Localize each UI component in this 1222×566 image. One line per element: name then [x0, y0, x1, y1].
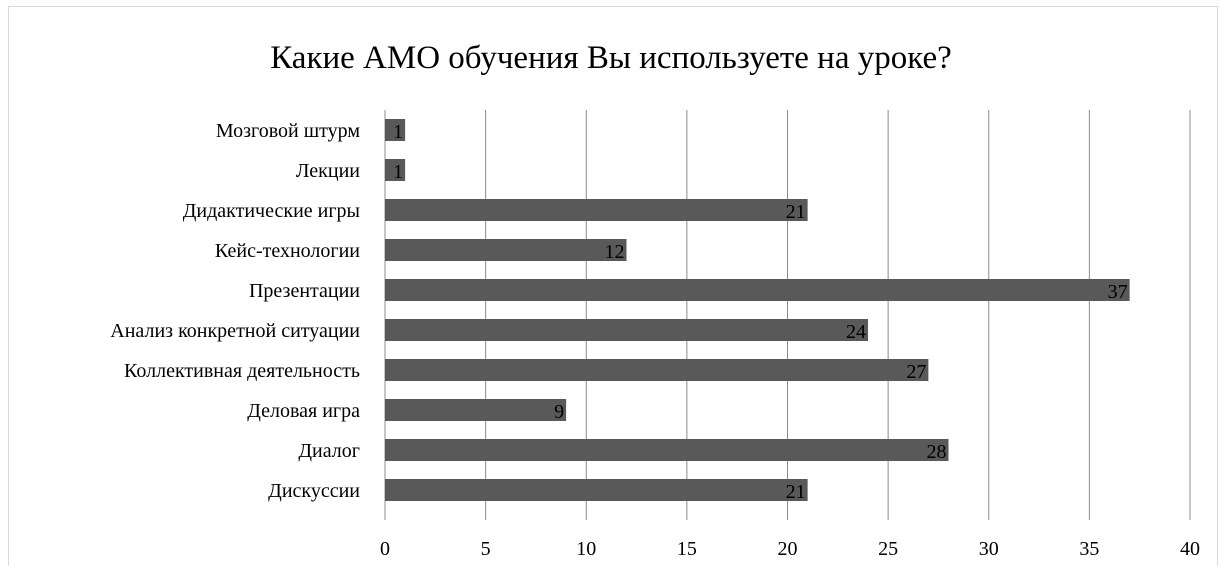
data-label: 21	[786, 201, 806, 223]
category-label: Дискуссии	[268, 480, 360, 502]
bar	[385, 119, 406, 141]
x-tick-label: 30	[979, 538, 999, 560]
data-label: 28	[927, 441, 947, 463]
bar	[385, 279, 1130, 301]
category-label: Мозговой штурм	[216, 120, 360, 142]
category-label: Коллективная деятельность	[124, 360, 360, 382]
data-label: 37	[1108, 281, 1128, 303]
data-label: 12	[605, 241, 625, 263]
bar	[385, 399, 567, 421]
x-tick-label: 40	[1180, 538, 1200, 560]
x-tick-label: 10	[576, 538, 596, 560]
bar	[385, 199, 808, 221]
data-label: 24	[846, 321, 866, 343]
category-label: Диалог	[298, 440, 360, 462]
x-tick-label: 20	[778, 538, 798, 560]
data-label: 27	[906, 361, 926, 383]
data-label: 9	[554, 401, 564, 423]
x-tick-label: 5	[481, 538, 491, 560]
data-label: 1	[393, 161, 403, 183]
bar	[385, 359, 929, 381]
x-tick-label: 0	[380, 538, 390, 560]
x-tick-label: 25	[878, 538, 898, 560]
chart-frame	[8, 6, 1218, 566]
category-label: Презентации	[249, 280, 360, 302]
bar	[385, 319, 868, 341]
category-label: Деловая игра	[247, 400, 360, 422]
category-label: Дидактические игры	[183, 200, 360, 222]
category-label: Анализ конкретной ситуации	[110, 320, 360, 342]
data-label: 21	[786, 481, 806, 503]
bar	[385, 479, 808, 501]
chart-title: Какие АМО обучения Вы используете на уро…	[270, 40, 952, 76]
category-label: Лекции	[296, 160, 360, 182]
x-tick-label: 15	[677, 538, 697, 560]
bar	[385, 239, 627, 261]
x-tick-label: 35	[1079, 538, 1099, 560]
category-label: Кейс-технологии	[215, 240, 360, 262]
bar	[385, 439, 949, 461]
bar	[385, 159, 406, 181]
data-label: 1	[393, 121, 403, 143]
